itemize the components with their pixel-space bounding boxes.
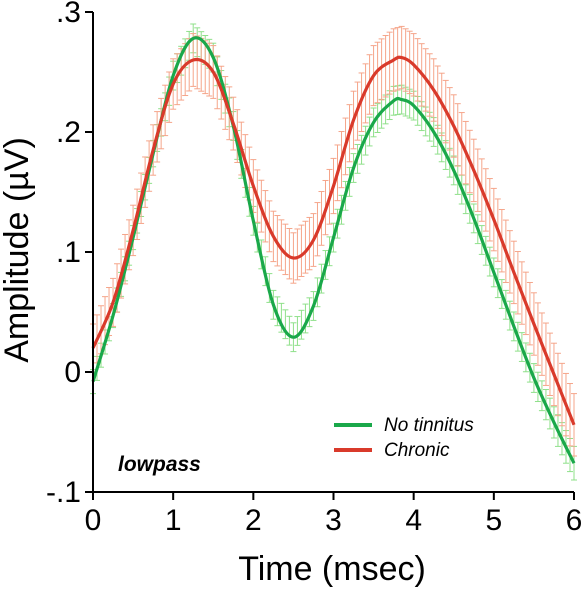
series-lines-layer xyxy=(91,36,576,464)
series-line-chronic xyxy=(91,55,576,426)
x-tick-label: 5 xyxy=(485,504,502,537)
y-tick-label: 0 xyxy=(64,356,81,389)
legend-label-no-tinnitus: No tinnitus xyxy=(384,415,474,436)
x-tick-label: 0 xyxy=(85,504,102,537)
y-tick-label: .1 xyxy=(56,236,81,269)
x-tick-label: 1 xyxy=(165,504,182,537)
y-axis-title: Amplitude (µV) xyxy=(0,137,36,363)
y-tick-label: .2 xyxy=(56,116,81,149)
series-line-no-tinnitus xyxy=(91,36,576,464)
x-ticks: 0 1 2 3 4 5 6 xyxy=(85,492,583,537)
y-tick-label: .3 xyxy=(56,0,81,29)
error-bars-layer xyxy=(90,23,577,481)
y-tick-label: -.1 xyxy=(46,476,81,509)
x-tick-label: 2 xyxy=(245,504,262,537)
error-bars-no-tinnitus xyxy=(90,23,577,481)
lowpass-annotation: lowpass xyxy=(118,453,201,476)
y-ticks: -.1 0 .1 .2 .3 xyxy=(46,0,93,509)
legend-label-chronic: Chronic xyxy=(384,440,450,461)
legend: No tinnitus Chronic xyxy=(334,415,474,461)
x-tick-label: 3 xyxy=(325,504,342,537)
x-tick-label: 4 xyxy=(405,504,422,537)
x-axis-title: Time (msec) xyxy=(238,550,426,588)
x-tick-label: 6 xyxy=(566,504,583,537)
